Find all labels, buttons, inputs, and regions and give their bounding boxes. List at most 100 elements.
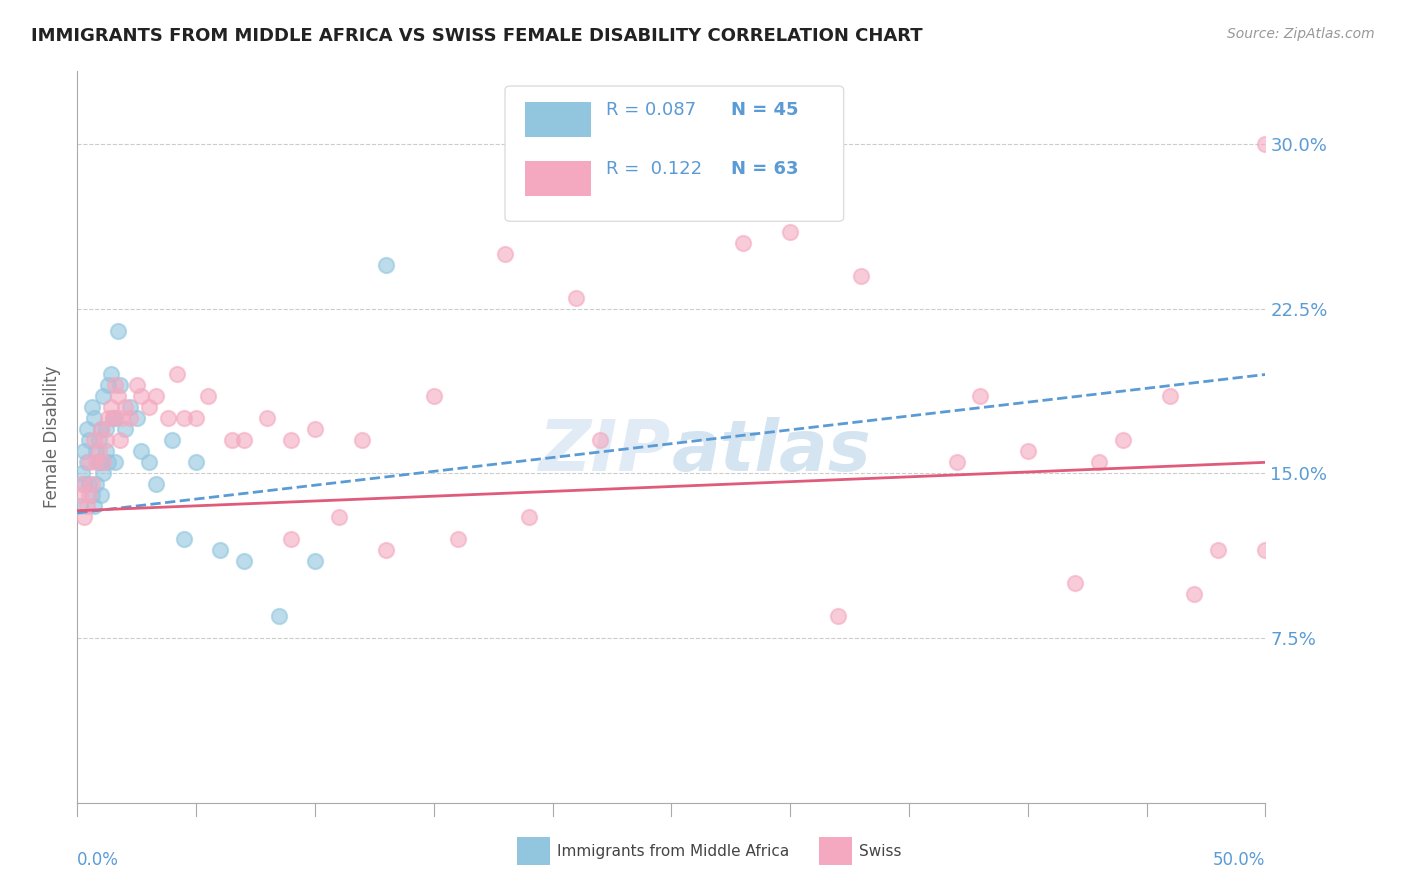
Text: R = 0.087: R = 0.087 xyxy=(606,101,696,120)
Point xyxy=(93,389,115,403)
Point xyxy=(269,609,291,624)
Point xyxy=(94,434,117,448)
Text: Swiss: Swiss xyxy=(859,844,901,859)
Point xyxy=(73,444,96,458)
Point xyxy=(77,455,100,469)
Text: ZIP: ZIP xyxy=(538,417,672,486)
Point xyxy=(221,434,243,448)
Point xyxy=(1064,576,1087,591)
Point xyxy=(101,411,124,425)
Point xyxy=(969,389,991,403)
Point xyxy=(131,444,153,458)
Point xyxy=(208,543,231,558)
Point xyxy=(779,225,801,239)
Point xyxy=(827,609,849,624)
Point xyxy=(186,411,208,425)
Point xyxy=(197,389,219,403)
FancyBboxPatch shape xyxy=(505,86,844,221)
Point xyxy=(352,434,374,448)
Point xyxy=(77,477,100,491)
Point xyxy=(80,477,103,491)
Point xyxy=(83,411,105,425)
Point xyxy=(108,378,131,392)
Point xyxy=(304,554,326,568)
Point xyxy=(77,434,100,448)
Point xyxy=(637,159,659,173)
Point xyxy=(101,411,124,425)
Point xyxy=(162,434,184,448)
Point xyxy=(1254,543,1277,558)
Point xyxy=(125,378,148,392)
Text: N = 63: N = 63 xyxy=(731,160,799,178)
Point xyxy=(73,477,96,491)
Point xyxy=(90,422,112,436)
Point xyxy=(125,411,148,425)
Text: R =  0.122: R = 0.122 xyxy=(606,160,702,178)
Point xyxy=(70,477,93,491)
Point xyxy=(104,411,127,425)
Point xyxy=(1206,543,1229,558)
Point xyxy=(94,422,117,436)
Point xyxy=(87,434,110,448)
Point xyxy=(76,455,98,469)
Point xyxy=(97,455,120,469)
Point xyxy=(173,533,195,547)
Point xyxy=(1088,455,1111,469)
Point xyxy=(186,455,208,469)
Point xyxy=(83,500,105,514)
Text: atlas: atlas xyxy=(672,417,872,486)
Point xyxy=(90,488,112,502)
Point xyxy=(70,467,93,481)
Text: 0.0%: 0.0% xyxy=(77,851,120,869)
Point xyxy=(93,467,115,481)
Point xyxy=(328,510,350,524)
Point xyxy=(851,268,873,283)
Point xyxy=(107,389,129,403)
Point xyxy=(589,434,612,448)
Point xyxy=(446,533,468,547)
Point xyxy=(111,411,134,425)
Point xyxy=(565,291,588,305)
Point xyxy=(76,422,98,436)
Point xyxy=(118,411,141,425)
Point xyxy=(731,235,754,250)
Point xyxy=(280,434,302,448)
Point xyxy=(76,500,98,514)
Point xyxy=(104,378,127,392)
Point xyxy=(280,533,302,547)
Text: Source: ZipAtlas.com: Source: ZipAtlas.com xyxy=(1227,27,1375,41)
Bar xyxy=(526,161,591,195)
Point xyxy=(87,455,110,469)
Bar xyxy=(517,838,550,865)
Text: 50.0%: 50.0% xyxy=(1213,851,1265,869)
Point xyxy=(945,455,967,469)
Point xyxy=(1182,587,1205,601)
Point xyxy=(256,411,278,425)
Point xyxy=(73,510,96,524)
Point xyxy=(517,510,540,524)
Point xyxy=(100,401,122,415)
Point xyxy=(145,389,167,403)
Point xyxy=(375,258,398,272)
Point xyxy=(90,422,112,436)
Point xyxy=(304,422,326,436)
Point xyxy=(232,554,254,568)
Text: N = 45: N = 45 xyxy=(731,101,799,120)
Point xyxy=(86,444,108,458)
Point xyxy=(494,246,516,260)
Point xyxy=(77,488,100,502)
Point xyxy=(97,378,120,392)
Point xyxy=(69,500,91,514)
Text: IMMIGRANTS FROM MIDDLE AFRICA VS SWISS FEMALE DISABILITY CORRELATION CHART: IMMIGRANTS FROM MIDDLE AFRICA VS SWISS F… xyxy=(31,27,922,45)
Point xyxy=(232,434,254,448)
Bar xyxy=(818,838,852,865)
Point xyxy=(100,368,122,382)
Point xyxy=(83,434,105,448)
Point xyxy=(145,477,167,491)
Point xyxy=(131,389,153,403)
Point xyxy=(93,455,115,469)
Point xyxy=(94,444,117,458)
Point xyxy=(138,401,160,415)
Point xyxy=(108,434,131,448)
Point xyxy=(156,411,179,425)
